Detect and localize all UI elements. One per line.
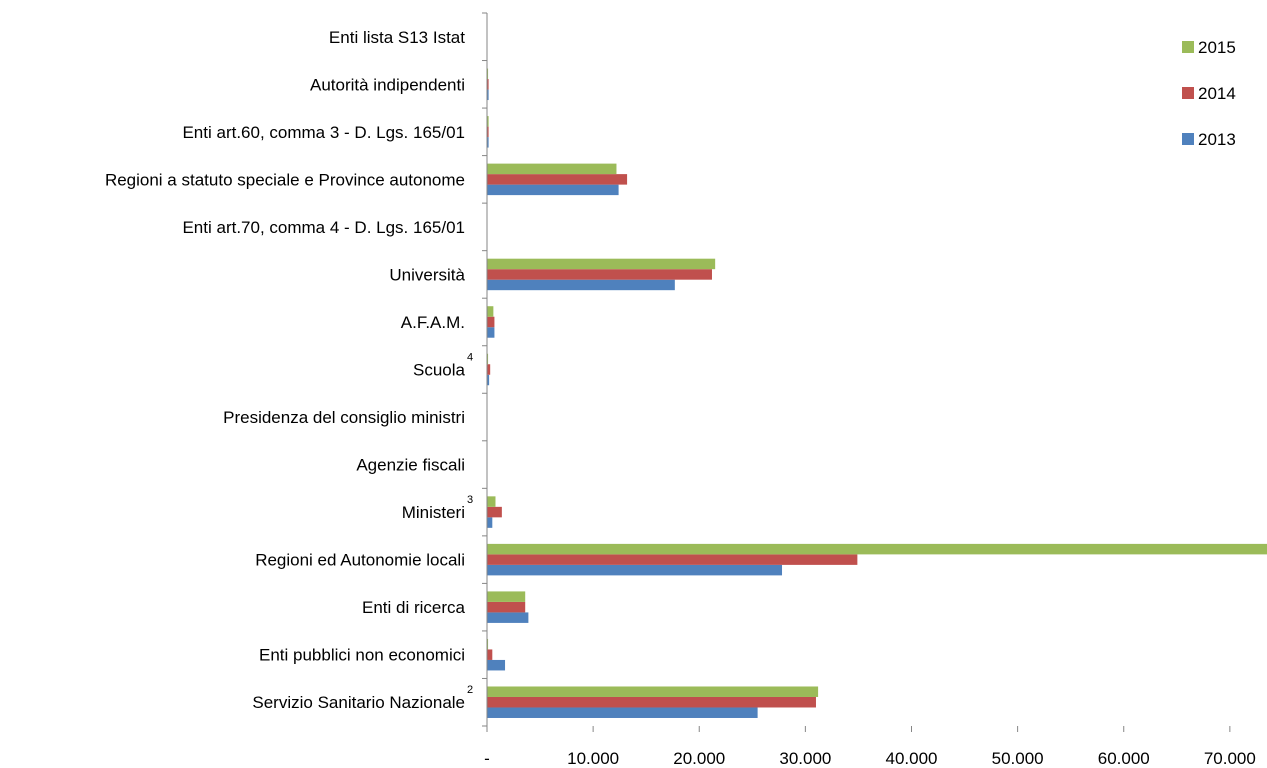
bar-2014-12 [487,126,489,138]
bar-2015-11 [487,163,617,175]
category-label: Presidenza del consiglio ministri [223,408,465,427]
category-label: A.F.A.M. [401,313,465,332]
bar-2014-7 [487,364,491,375]
category-label: Enti pubblici non economici [259,646,465,665]
x-tick-label: 70.000 [1204,749,1256,768]
bar-2013-4 [487,517,493,528]
bar-2013-3 [487,564,783,576]
category-label: Università [389,265,465,284]
category-label: Enti di ricerca [362,598,466,617]
x-tick-label: - [484,749,490,768]
bar-2015-7 [487,353,489,365]
legend-swatch-2013 [1182,133,1194,145]
category-label: Agenzie fiscali [356,456,465,475]
category-superscript: 3 [467,494,473,506]
bar-2014-1 [487,649,493,660]
bar-2013-11 [487,184,619,196]
x-tick-label: 30.000 [779,749,831,768]
bar-2015-3 [487,543,1267,555]
bar-2015-4 [487,496,496,507]
bar-2015-9 [487,258,716,270]
bar-2013-0 [487,707,758,718]
category-label: Servizio Sanitario Nazionale [252,693,465,712]
category-label: Enti art.70, comma 4 - D. Lgs. 165/01 [182,218,465,237]
x-tick-label: 50.000 [992,749,1044,768]
bar-2013-13 [487,89,489,101]
x-tick-label: 20.000 [673,749,725,768]
bar-2014-11 [487,174,628,185]
bar-2015-0 [487,686,819,697]
legend-label: 2015 [1198,38,1236,57]
legend-label: 2014 [1198,84,1236,103]
category-label: Regioni a statuto speciale e Province au… [105,170,465,189]
category-superscript: 4 [467,352,473,364]
bar-2014-3 [487,554,858,565]
x-tick-label: 40.000 [885,749,937,768]
legend-swatch-2014 [1182,87,1194,99]
category-label: Regioni ed Autonomie locali [255,551,465,570]
bar-2014-8 [487,316,495,328]
bar-2013-12 [487,137,489,148]
bar-2014-9 [487,269,712,280]
bar-2013-1 [487,659,506,671]
bar-2015-12 [487,116,489,127]
bar-2014-2 [487,601,526,613]
bar-2015-8 [487,306,494,317]
bar-2015-13 [487,68,489,80]
bar-2013-7 [487,374,490,386]
bar-2014-13 [487,79,489,90]
category-superscript: 2 [467,684,473,696]
x-tick-label: 60.000 [1098,749,1150,768]
bar-2014-4 [487,506,502,518]
x-tick-label: 10.000 [567,749,619,768]
bar-2013-9 [487,279,675,291]
category-label: Scuola [413,361,466,380]
bar-2015-1 [487,638,489,650]
legend-label: 2013 [1198,130,1236,149]
category-label: Ministeri [402,503,465,522]
bar-2015-2 [487,591,526,602]
category-label: Autorità indipendenti [310,75,465,94]
bar-2013-8 [487,327,495,338]
bar-2014-0 [487,696,816,708]
category-label: Enti art.60, comma 3 - D. Lgs. 165/01 [182,123,465,142]
legend-swatch-2015 [1182,41,1194,53]
bar-2013-2 [487,612,529,623]
category-label: Enti lista S13 Istat [329,28,465,47]
